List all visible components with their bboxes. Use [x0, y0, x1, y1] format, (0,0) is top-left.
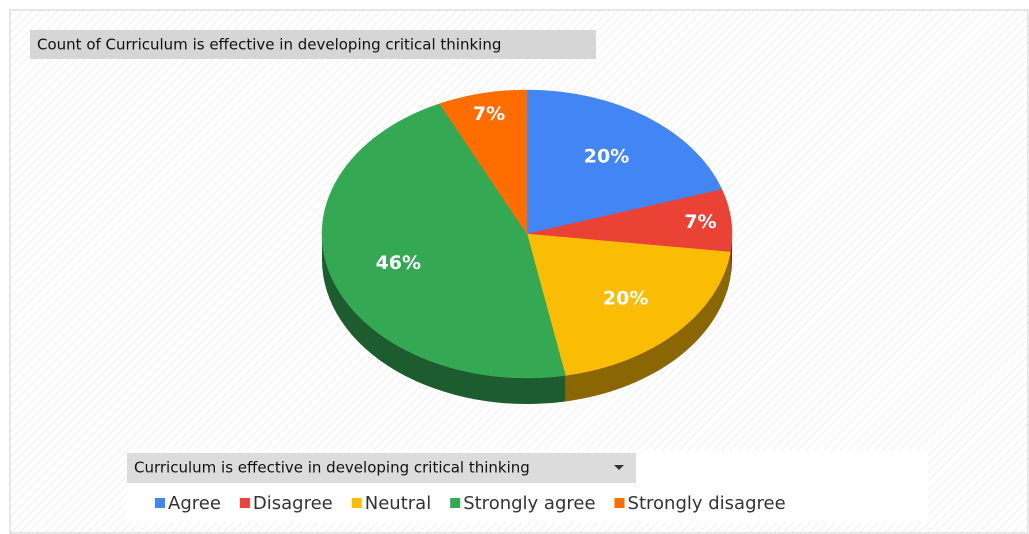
legend-swatch [239, 498, 250, 508]
pie-slice [526, 233, 731, 376]
data-label: 20% [584, 146, 629, 168]
slice-side [565, 252, 731, 402]
chart-title: Count of Curriculum is effective in deve… [37, 36, 501, 54]
legend-swatch [450, 498, 461, 508]
legend-swatch [351, 498, 362, 508]
slice-side [322, 234, 566, 404]
pie-slice [439, 89, 528, 235]
data-label: 20% [603, 288, 648, 310]
data-label: 7% [473, 103, 505, 125]
pie-slice [321, 103, 566, 379]
legend-title: Curriculum is effective in developing cr… [134, 459, 530, 477]
legend-swatch [614, 498, 625, 508]
title-box [30, 30, 596, 59]
data-label: 46% [376, 252, 421, 274]
pie-slice [526, 89, 723, 235]
legend-label: Disagree [253, 493, 333, 514]
legend-swatch [155, 498, 165, 508]
legend-label: Strongly agree [463, 493, 595, 514]
dropdown-arrow[interactable] [614, 465, 624, 470]
legend-label: Agree [168, 493, 221, 514]
legend-label: Neutral [365, 493, 431, 514]
field-button[interactable] [127, 453, 636, 483]
data-label: 7% [684, 211, 716, 233]
legend-label: Strongly disagree [628, 493, 786, 514]
